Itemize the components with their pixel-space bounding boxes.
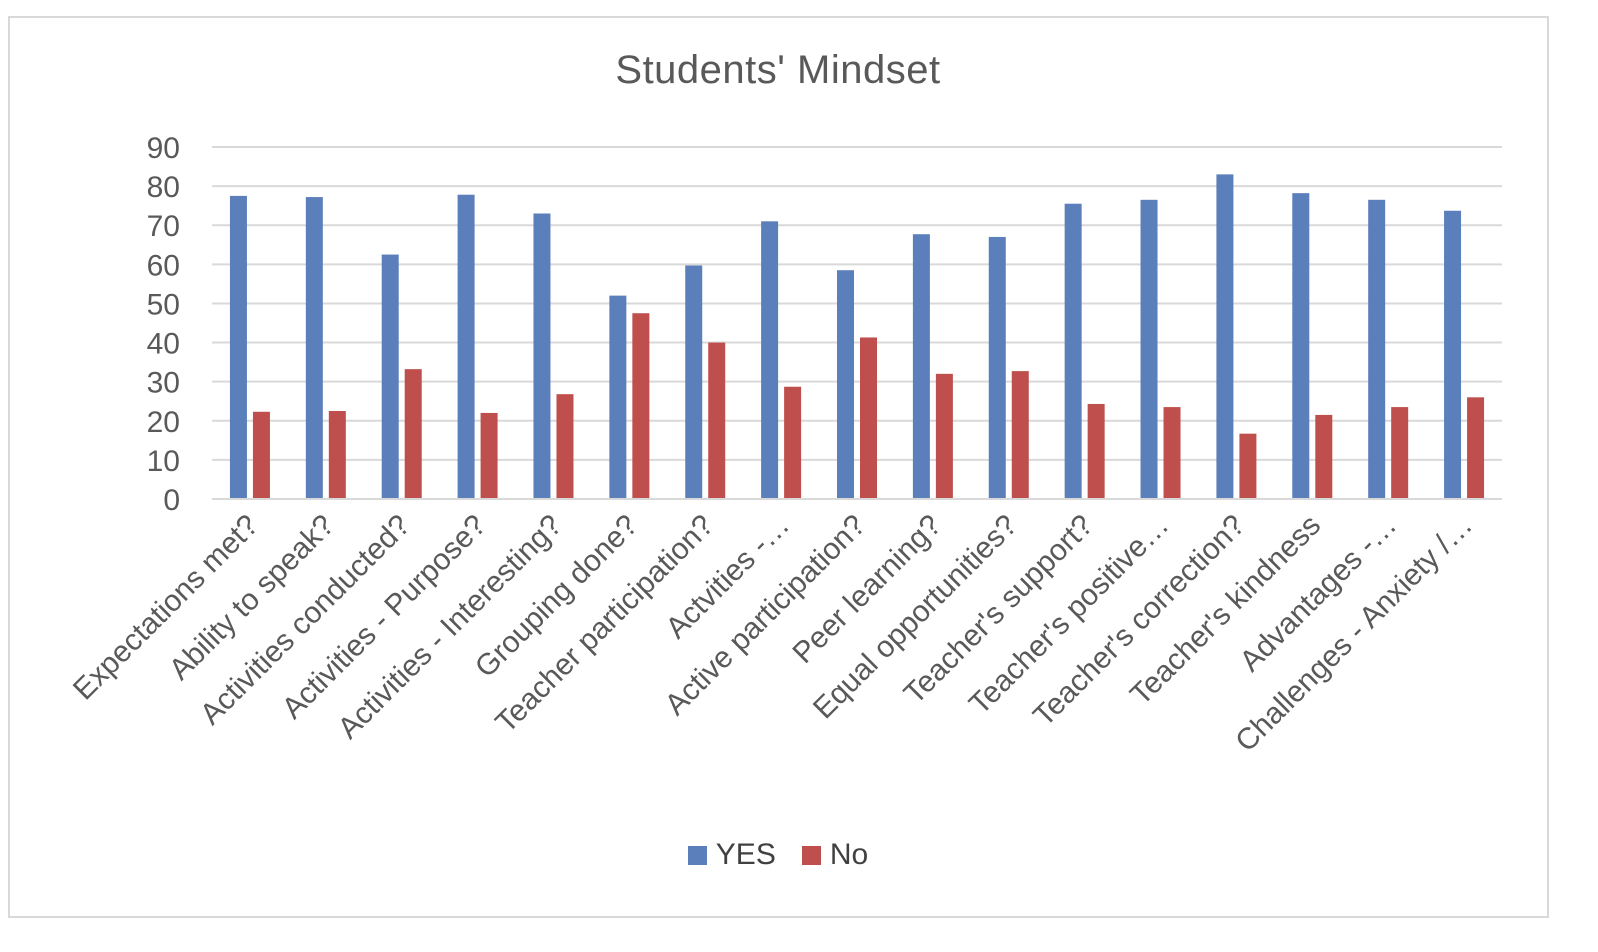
y-tick-label: 30 (147, 367, 180, 400)
bar-yes (837, 270, 854, 499)
y-tick-label: 40 (147, 328, 180, 361)
y-tick-label: 50 (147, 288, 180, 321)
legend-label-no: No (829, 838, 869, 871)
bar-no (1239, 433, 1257, 499)
bar-yes (1140, 199, 1158, 500)
bar-no (1011, 371, 1029, 499)
bar-no (1467, 397, 1485, 499)
bar-yes (609, 295, 627, 499)
bar-yes (229, 195, 247, 499)
bar-no (1391, 407, 1409, 499)
legend-swatch-yes (687, 845, 707, 865)
bar-no (935, 373, 953, 499)
y-tick-label: 20 (147, 406, 180, 439)
bar-yes (912, 234, 930, 499)
bar-no (404, 369, 422, 499)
bar-no (632, 313, 650, 499)
bar-yes (761, 221, 779, 500)
bar-yes (1444, 210, 1462, 500)
bar-no (1163, 407, 1181, 499)
y-axis: 0 10 20 30 40 50 60 70 80 90 (147, 132, 180, 517)
bar-no (480, 412, 498, 499)
bar-yes (685, 265, 703, 499)
y-tick-label: 10 (147, 445, 180, 478)
bar-yes (1064, 203, 1082, 499)
y-tick-label: 0 (163, 484, 180, 517)
bar-no (1315, 414, 1333, 499)
bar-yes (305, 197, 323, 499)
gridlines (212, 146, 1502, 500)
bar-no (860, 337, 877, 499)
bar-yes (381, 254, 399, 499)
bar-no (1087, 403, 1105, 499)
y-tick-label: 90 (147, 132, 180, 165)
bar-no (708, 342, 726, 499)
legend-swatch-no (801, 845, 821, 865)
bar-yes (457, 194, 475, 499)
legend-label-yes: YES (715, 838, 776, 871)
y-tick-label: 60 (147, 249, 180, 282)
bar-yes (533, 213, 551, 499)
bar-yes (988, 236, 1006, 499)
legend-item-yes: YES (687, 838, 776, 872)
legend: YES No (0, 838, 1556, 872)
x-axis: Expectations met?Ability to speak?Activi… (67, 498, 1502, 758)
bar-yes (1216, 174, 1234, 499)
bar-no (328, 411, 346, 499)
bars (229, 174, 1485, 500)
y-tick-label: 80 (147, 171, 180, 204)
chart-title: Students' Mindset (615, 48, 941, 92)
y-tick-label: 70 (147, 210, 180, 243)
bar-no (556, 394, 574, 499)
bar-no (784, 386, 802, 499)
bar-yes (1368, 199, 1386, 500)
legend-item-no: No (801, 838, 869, 872)
bar-yes (1292, 193, 1310, 499)
bar-no (252, 411, 270, 499)
